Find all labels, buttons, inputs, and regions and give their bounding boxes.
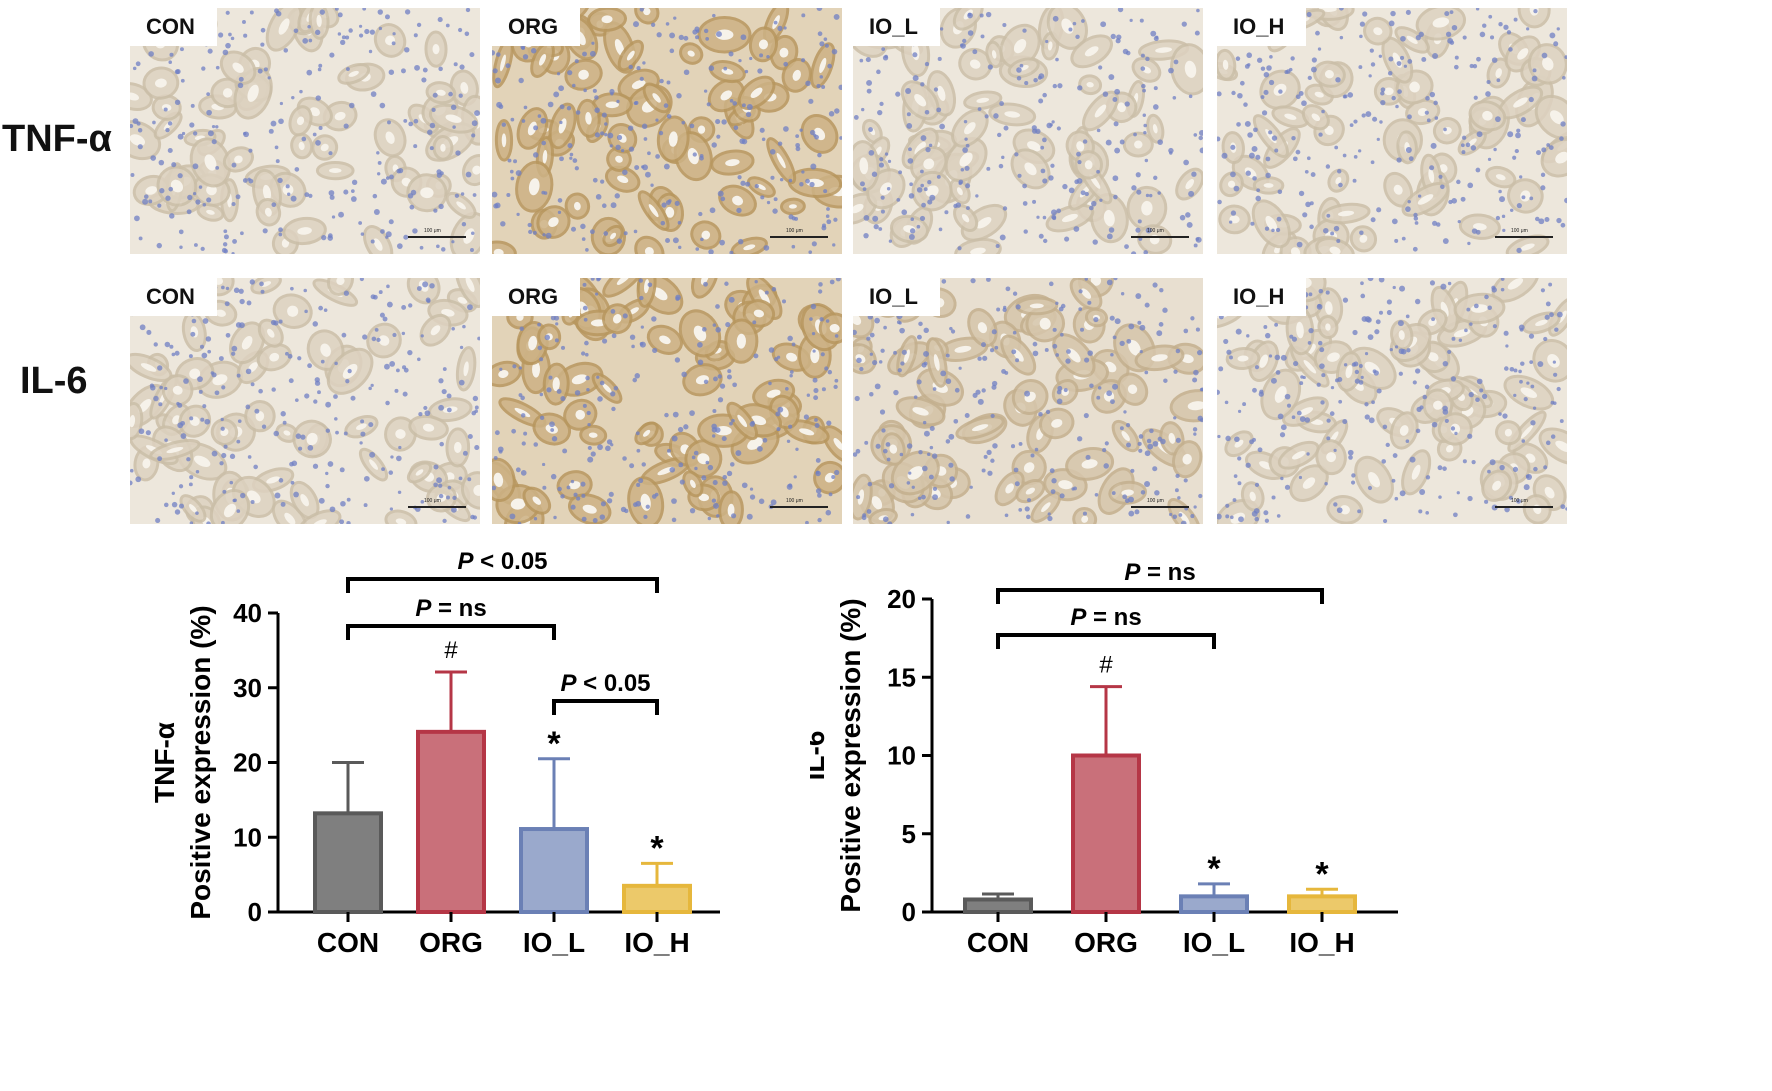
y-tick-label: 5 (902, 819, 916, 849)
x-tick-label: IO_L (1183, 927, 1245, 958)
panel-label: IO_L (853, 278, 940, 316)
tnf-bar-chart: 0 10 20 30 40 CON # ORG * IO_L * IO_H TNF-α Positive … (149, 548, 720, 958)
scale-label: 100 μm (1511, 228, 1528, 234)
x-tick-label: IO_H (1289, 927, 1354, 958)
bar-ORG (416, 729, 486, 914)
y-tick-label: 30 (233, 673, 262, 703)
significance-marker: # (444, 637, 458, 664)
tissue-texture (1217, 8, 1567, 254)
significance-bracket: P = ns (996, 559, 1324, 604)
panel-label: ORG (492, 278, 581, 316)
panel-label: CON (130, 278, 217, 316)
y-tick-label: 40 (233, 598, 262, 628)
bar-CON (963, 897, 1033, 915)
y-axis-label-line2: Positive expression (%) (185, 605, 216, 919)
x-tick-label: ORG (1074, 927, 1138, 958)
micrograph-1-2: IO_L 100 μm (853, 278, 1203, 524)
bracket-label: P < 0.05 (560, 670, 650, 697)
micrograph-0-1: ORG 100 μm (492, 8, 842, 254)
bar-IO_H (1287, 894, 1357, 915)
significance-bracket: P = ns (996, 604, 1216, 649)
tissue-texture (853, 278, 1203, 524)
significance-bracket: P = ns (346, 595, 556, 640)
scale-bar (1131, 236, 1189, 238)
scale-label: 100 μm (1147, 228, 1164, 234)
y-tick-label: 20 (887, 584, 916, 614)
scale-label: 100 μm (424, 228, 441, 234)
scale-bar (1131, 506, 1189, 508)
y-tick-label: 0 (248, 897, 262, 927)
significance-marker: * (1315, 855, 1329, 893)
panel-label: IO_L (853, 8, 940, 46)
panel-label: CON (130, 8, 217, 46)
scale-label: 100 μm (424, 498, 441, 504)
panel-label: ORG (492, 8, 581, 46)
y-tick-label: 10 (887, 741, 916, 771)
micrograph-1-3: IO_H 100 μm (1217, 278, 1567, 524)
bar-IO_L (519, 827, 589, 914)
y-tick-label: 0 (902, 897, 916, 927)
significance-marker: # (1099, 652, 1113, 679)
scale-bar (1495, 236, 1553, 238)
scale-bar (770, 506, 828, 508)
bracket-label: P < 0.05 (457, 548, 547, 575)
bracket-label: P = ns (1124, 559, 1195, 586)
bar-CON (313, 811, 383, 914)
il6-bar-chart: 0 5 10 15 20 CON # ORG * IO_L * IO_H IL-6 Positive ex… (810, 559, 1398, 958)
bar-IO_H (622, 883, 692, 914)
micrograph-0-0: CON 100 μm (130, 8, 480, 254)
x-tick-label: ORG (419, 927, 483, 958)
scale-bar (408, 506, 466, 508)
micrograph-0-3: IO_H 100 μm (1217, 8, 1567, 254)
significance-bracket: P < 0.05 (346, 548, 659, 593)
bracket-label: P = ns (415, 595, 486, 622)
x-tick-label: CON (967, 927, 1029, 958)
significance-marker: * (1207, 850, 1221, 888)
panel-label: IO_H (1217, 8, 1307, 46)
y-tick-label: 10 (233, 822, 262, 852)
y-tick-label: 20 (233, 748, 262, 778)
micrograph-1-0: CON 100 μm (130, 278, 480, 524)
y-axis-label-line1: TNF-α (149, 722, 180, 803)
tissue-texture (492, 8, 842, 254)
x-tick-label: IO_L (523, 927, 585, 958)
panel-label: IO_H (1217, 278, 1307, 316)
significance-marker: * (547, 725, 561, 763)
significance-marker: * (650, 829, 664, 867)
micrograph-0-2: IO_L 100 μm (853, 8, 1203, 254)
scale-bar (770, 236, 828, 238)
tissue-texture (1217, 278, 1567, 524)
bar-ORG (1071, 753, 1141, 914)
row-label-tnf: TNF-α (2, 118, 112, 160)
micrograph-1-1: ORG 100 μm (492, 278, 842, 524)
scale-label: 100 μm (786, 228, 803, 234)
y-axis-label-line2: Positive expression (%) (835, 598, 866, 912)
scale-bar (1495, 506, 1553, 508)
x-tick-label: CON (317, 927, 379, 958)
scale-label: 100 μm (1511, 498, 1528, 504)
scale-label: 100 μm (1147, 498, 1164, 504)
row-label-il6: IL-6 (20, 360, 88, 402)
scale-label: 100 μm (786, 498, 803, 504)
tissue-texture (492, 278, 842, 524)
y-axis-label-line1: IL-6 (810, 731, 830, 781)
x-tick-label: IO_H (624, 927, 689, 958)
scale-bar (408, 236, 466, 238)
y-tick-label: 15 (887, 662, 916, 692)
bracket-label: P = ns (1070, 604, 1141, 631)
bar-IO_L (1179, 894, 1249, 915)
significance-bracket: P < 0.05 (552, 670, 659, 715)
